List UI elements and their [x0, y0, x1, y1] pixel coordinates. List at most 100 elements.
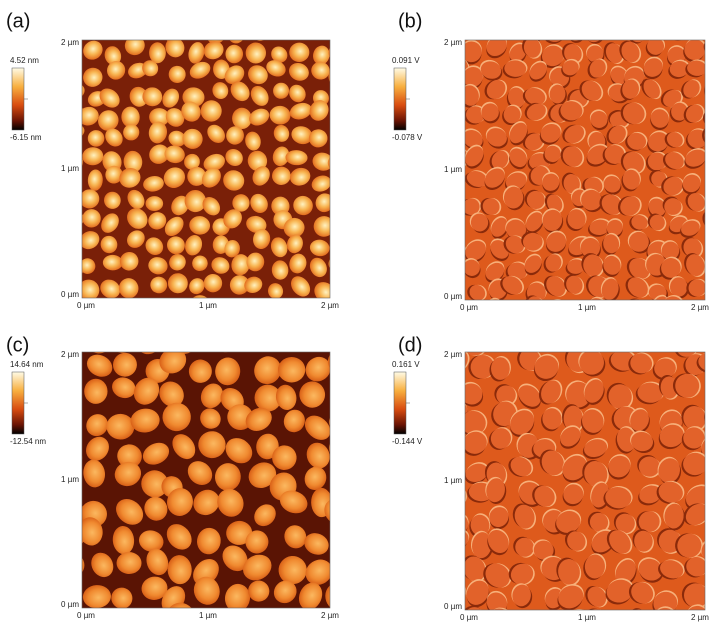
grain-shadow: [705, 194, 709, 219]
grain-highlight: [630, 608, 652, 623]
grain: [115, 614, 144, 623]
grain-highlight: [487, 21, 508, 41]
grain: [334, 458, 367, 491]
grain: [657, 324, 685, 352]
grain-highlight: [659, 323, 687, 351]
grain-shadow: [606, 327, 631, 350]
x-tick-label: 2 µm: [321, 611, 339, 620]
grain: [439, 194, 464, 219]
grain-highlight: [584, 24, 602, 41]
grain: [121, 301, 148, 327]
x-tick-label: 0 µm: [460, 613, 478, 622]
grain: [444, 128, 464, 149]
grain: [486, 20, 507, 40]
grain: [331, 125, 352, 149]
panel: (b)0.091 V-0.078 V2 µm1 µm0 µm0 µm1 µm2 …: [392, 10, 709, 332]
grain-highlight: [705, 477, 709, 507]
grain-highlight: [565, 20, 586, 42]
grain: [436, 424, 465, 452]
x-tick-label: 0 µm: [77, 611, 95, 620]
grain-highlight: [515, 613, 540, 623]
grain-shadow: [439, 554, 465, 583]
grain: [646, 17, 672, 43]
grain-highlight: [437, 550, 463, 579]
grain: [438, 205, 468, 235]
grain-highlight: [445, 127, 465, 148]
grain-highlight: [543, 614, 567, 623]
grain: [194, 321, 222, 352]
grain: [437, 96, 466, 125]
grain: [705, 149, 709, 176]
grain: [438, 552, 464, 581]
y-tick-label: 2 µm: [61, 38, 79, 47]
grain-highlight: [608, 16, 634, 38]
grain: [167, 302, 192, 326]
grain-shadow: [484, 19, 505, 39]
grain-shadow: [605, 303, 631, 326]
grain: [145, 196, 163, 211]
grain-highlight: [499, 10, 527, 38]
grain: [133, 609, 165, 623]
grain: [321, 322, 355, 355]
grain-highlight: [705, 402, 709, 429]
grain: [327, 20, 349, 38]
grain: [272, 612, 305, 623]
grain-shadow: [655, 325, 683, 353]
colorbar-min: -0.144 V: [392, 437, 423, 446]
x-tick-label: 2 µm: [321, 301, 339, 310]
grain: [137, 16, 163, 43]
grain: [224, 305, 245, 323]
colorbar: [12, 372, 24, 434]
grain: [705, 79, 709, 100]
grain-shadow: [512, 611, 537, 623]
grain-highlight: [584, 319, 614, 348]
y-tick-label: 2 µm: [444, 350, 462, 359]
grain-shadow: [529, 325, 561, 357]
grain-shadow: [540, 612, 564, 623]
grain: [542, 613, 566, 623]
panel: (d)0.161 V-0.144 V2 µm1 µm0 µm0 µm1 µm2 …: [392, 318, 709, 623]
grain: [582, 319, 612, 348]
grain-highlight: [439, 96, 468, 125]
grain-shadow: [505, 305, 532, 332]
grain: [701, 324, 709, 355]
grain-highlight: [630, 23, 649, 42]
grain: [53, 444, 82, 472]
grain: [332, 105, 359, 132]
grain-highlight: [437, 424, 466, 452]
grain: [462, 16, 488, 42]
grain-highlight: [701, 322, 709, 353]
grain: [62, 257, 85, 278]
grain: [445, 78, 468, 100]
grain: [531, 324, 563, 356]
grain: [330, 514, 363, 547]
panel-label: (b): [398, 10, 422, 32]
grain: [105, 295, 128, 318]
y-tick-label: 1 µm: [444, 476, 462, 485]
afm-image: [55, 12, 359, 327]
grain-shadow: [443, 77, 466, 99]
colorbar: [394, 68, 406, 130]
grain: [84, 379, 108, 404]
panel-label: (d): [398, 334, 422, 356]
colorbar-min: -6.15 nm: [10, 133, 42, 142]
y-tick-label: 2 µm: [61, 350, 79, 359]
colorbar-max: 4.52 nm: [10, 56, 39, 65]
y-tick-label: 0 µm: [61, 600, 79, 609]
grain-highlight: [665, 13, 692, 40]
grain: [334, 171, 357, 194]
grain-highlight: [608, 323, 633, 346]
colorbar-max: 14.64 nm: [10, 360, 44, 369]
grain: [329, 192, 356, 219]
grain: [44, 609, 82, 623]
grain-shadow: [545, 300, 566, 320]
grain: [606, 301, 632, 324]
grain: [546, 298, 567, 318]
grain-highlight: [505, 301, 532, 328]
grain: [331, 81, 356, 106]
grain-highlight: [490, 321, 515, 349]
panel-label: (c): [6, 334, 29, 356]
grain-highlight: [602, 610, 637, 623]
x-tick-label: 0 µm: [77, 301, 95, 310]
